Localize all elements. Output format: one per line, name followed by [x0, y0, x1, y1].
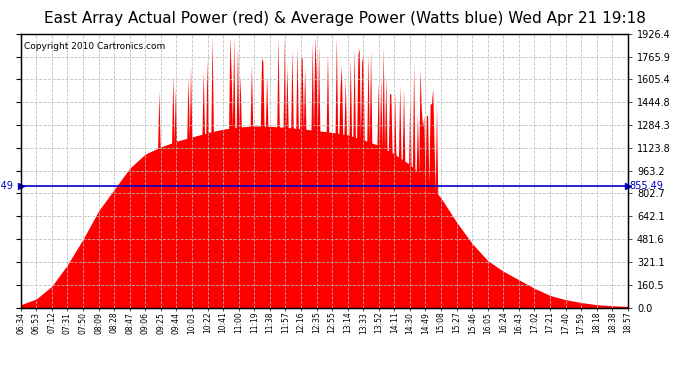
Text: 855.49: 855.49	[0, 181, 13, 191]
Text: 855.49: 855.49	[629, 181, 663, 191]
Text: Copyright 2010 Cartronics.com: Copyright 2010 Cartronics.com	[23, 42, 165, 51]
Text: East Array Actual Power (red) & Average Power (Watts blue) Wed Apr 21 19:18: East Array Actual Power (red) & Average …	[44, 11, 646, 26]
